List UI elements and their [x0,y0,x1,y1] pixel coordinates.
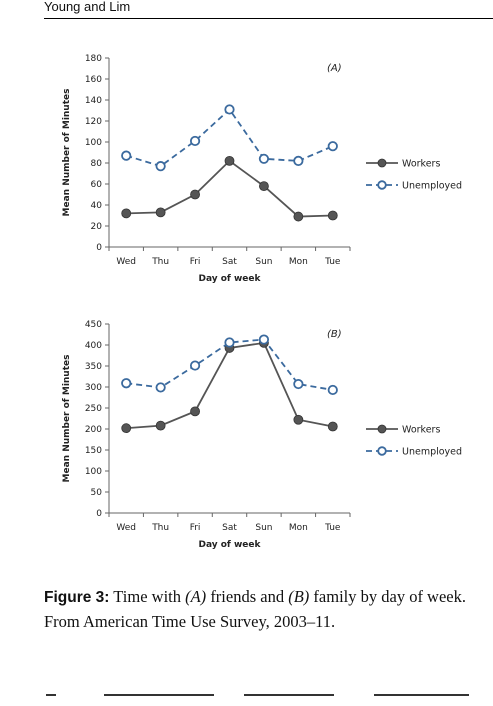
y-tick-label: 80 [91,159,103,169]
chart-panel-a: 0 20 40 60 80 100 120 140 160 180 Wed Thu Fri Sat Sun M… [44,47,474,302]
running-title: Young and Lim [44,0,131,14]
y-tick-label: 40 [91,201,103,211]
y-tick-label: 0 [96,243,102,253]
data-point-unemployed [327,384,338,396]
y-tick-label: 180 [85,54,102,64]
caption-part-italic: (A) [185,587,207,606]
data-point-unemployed [293,378,304,390]
data-point-workers [155,207,166,218]
y-axis-title: Mean Number of Minutes [62,89,72,217]
x-tick-label: Thu [151,523,169,533]
y-tick-label: 300 [85,383,102,393]
data-point-workers [224,156,235,166]
y-tick-label: 450 [85,320,102,330]
y-tick-label: 120 [85,117,102,127]
chart-a-svg: 0 20 40 60 80 100 120 140 160 180 Wed Thu Fri Sat Sun M… [62,54,462,284]
x-tick-label: Wed [116,523,136,533]
legend-marker-unemployed [377,180,387,190]
x-tick-label: Sat [222,523,237,533]
data-point-unemployed [189,135,201,147]
legend-marker-workers [377,158,387,168]
data-point-workers [190,189,200,200]
x-tick-label: Tue [324,257,341,267]
caption-text: Time with (A) friends and (B) family by … [44,587,466,631]
cut-off-text-line [44,694,474,706]
data-point-workers [327,210,338,221]
legend-label-workers: Workers [402,425,440,436]
caption-part: friends and [206,587,289,606]
running-header: Young and Lim [44,0,493,19]
y-tick-label: 350 [85,362,102,372]
data-point-unemployed [258,153,270,164]
data-point-workers [259,181,269,192]
x-tick-label: Sat [222,257,237,267]
data-point-workers [293,211,304,222]
x-tick-label: Fri [190,257,201,267]
legend-label-workers: Workers [402,159,440,170]
x-axis-title: Day of week [198,274,261,284]
cut-off-glyphs [374,694,469,696]
x-tick-label: Wed [116,257,136,267]
data-point-unemployed [293,155,304,167]
y-tick-label: 0 [96,509,102,519]
y-tick-label: 200 [85,425,102,435]
data-point-unemployed [121,378,132,389]
data-point-unemployed [189,360,201,371]
legend-label-unemployed: Unemployed [402,447,462,458]
y-tick-label: 100 [85,467,102,477]
x-axis-title: Day of week [198,540,261,550]
data-point-workers [121,208,132,219]
caption-part: family by day of week. From American Tim… [44,587,466,631]
cut-off-glyphs [244,694,334,696]
data-point-unemployed [224,337,235,348]
cut-off-glyphs [46,694,56,696]
legend-marker-workers [377,424,387,434]
data-point-unemployed [327,141,338,152]
chart-panel-b: 0 50 100 150 200 250 300 350 400 450 Wed Thu Fri Sat S… [44,313,474,568]
data-point-workers [190,406,200,417]
cut-off-glyphs [104,694,214,696]
data-point-workers [155,420,166,431]
caption-part: Time with [113,587,186,606]
panel-label: (A) [327,63,342,74]
data-point-workers [327,421,338,432]
x-tick-label: Sun [255,523,272,533]
x-tick-label: Sun [255,257,272,267]
data-point-unemployed [121,150,132,161]
y-tick-label: 140 [85,96,102,106]
y-tick-label: 400 [85,341,102,351]
data-point-workers [293,414,304,425]
y-tick-label: 160 [85,75,102,85]
data-point-workers [121,423,132,434]
x-tick-label: Fri [190,523,201,533]
y-axis-title: Mean Number of Minutes [62,355,72,483]
panel-label: (B) [327,329,342,340]
x-tick-label: Mon [289,523,308,533]
data-point-unemployed [224,104,235,115]
y-tick-label: 100 [85,138,102,148]
data-point-unemployed [258,334,270,345]
caption-label: Figure 3: [44,589,110,606]
x-tick-label: Thu [151,257,169,267]
caption-part-italic: (B) [288,587,310,606]
legend-label-unemployed: Unemployed [402,181,462,192]
figure-caption: Figure 3: Time with (A) friends and (B) … [44,585,468,634]
y-tick-label: 150 [85,446,102,456]
y-tick-label: 60 [91,180,103,190]
x-tick-label: Mon [289,257,308,267]
x-tick-label: Tue [324,523,341,533]
legend-marker-unemployed [377,446,387,456]
y-tick-label: 50 [91,488,103,498]
chart-b-svg: 0 50 100 150 200 250 300 350 400 450 Wed Thu Fri Sat S… [62,320,462,550]
y-tick-label: 20 [91,222,103,232]
data-point-unemployed [155,382,166,393]
y-tick-label: 250 [85,404,102,414]
data-point-unemployed [155,161,166,172]
